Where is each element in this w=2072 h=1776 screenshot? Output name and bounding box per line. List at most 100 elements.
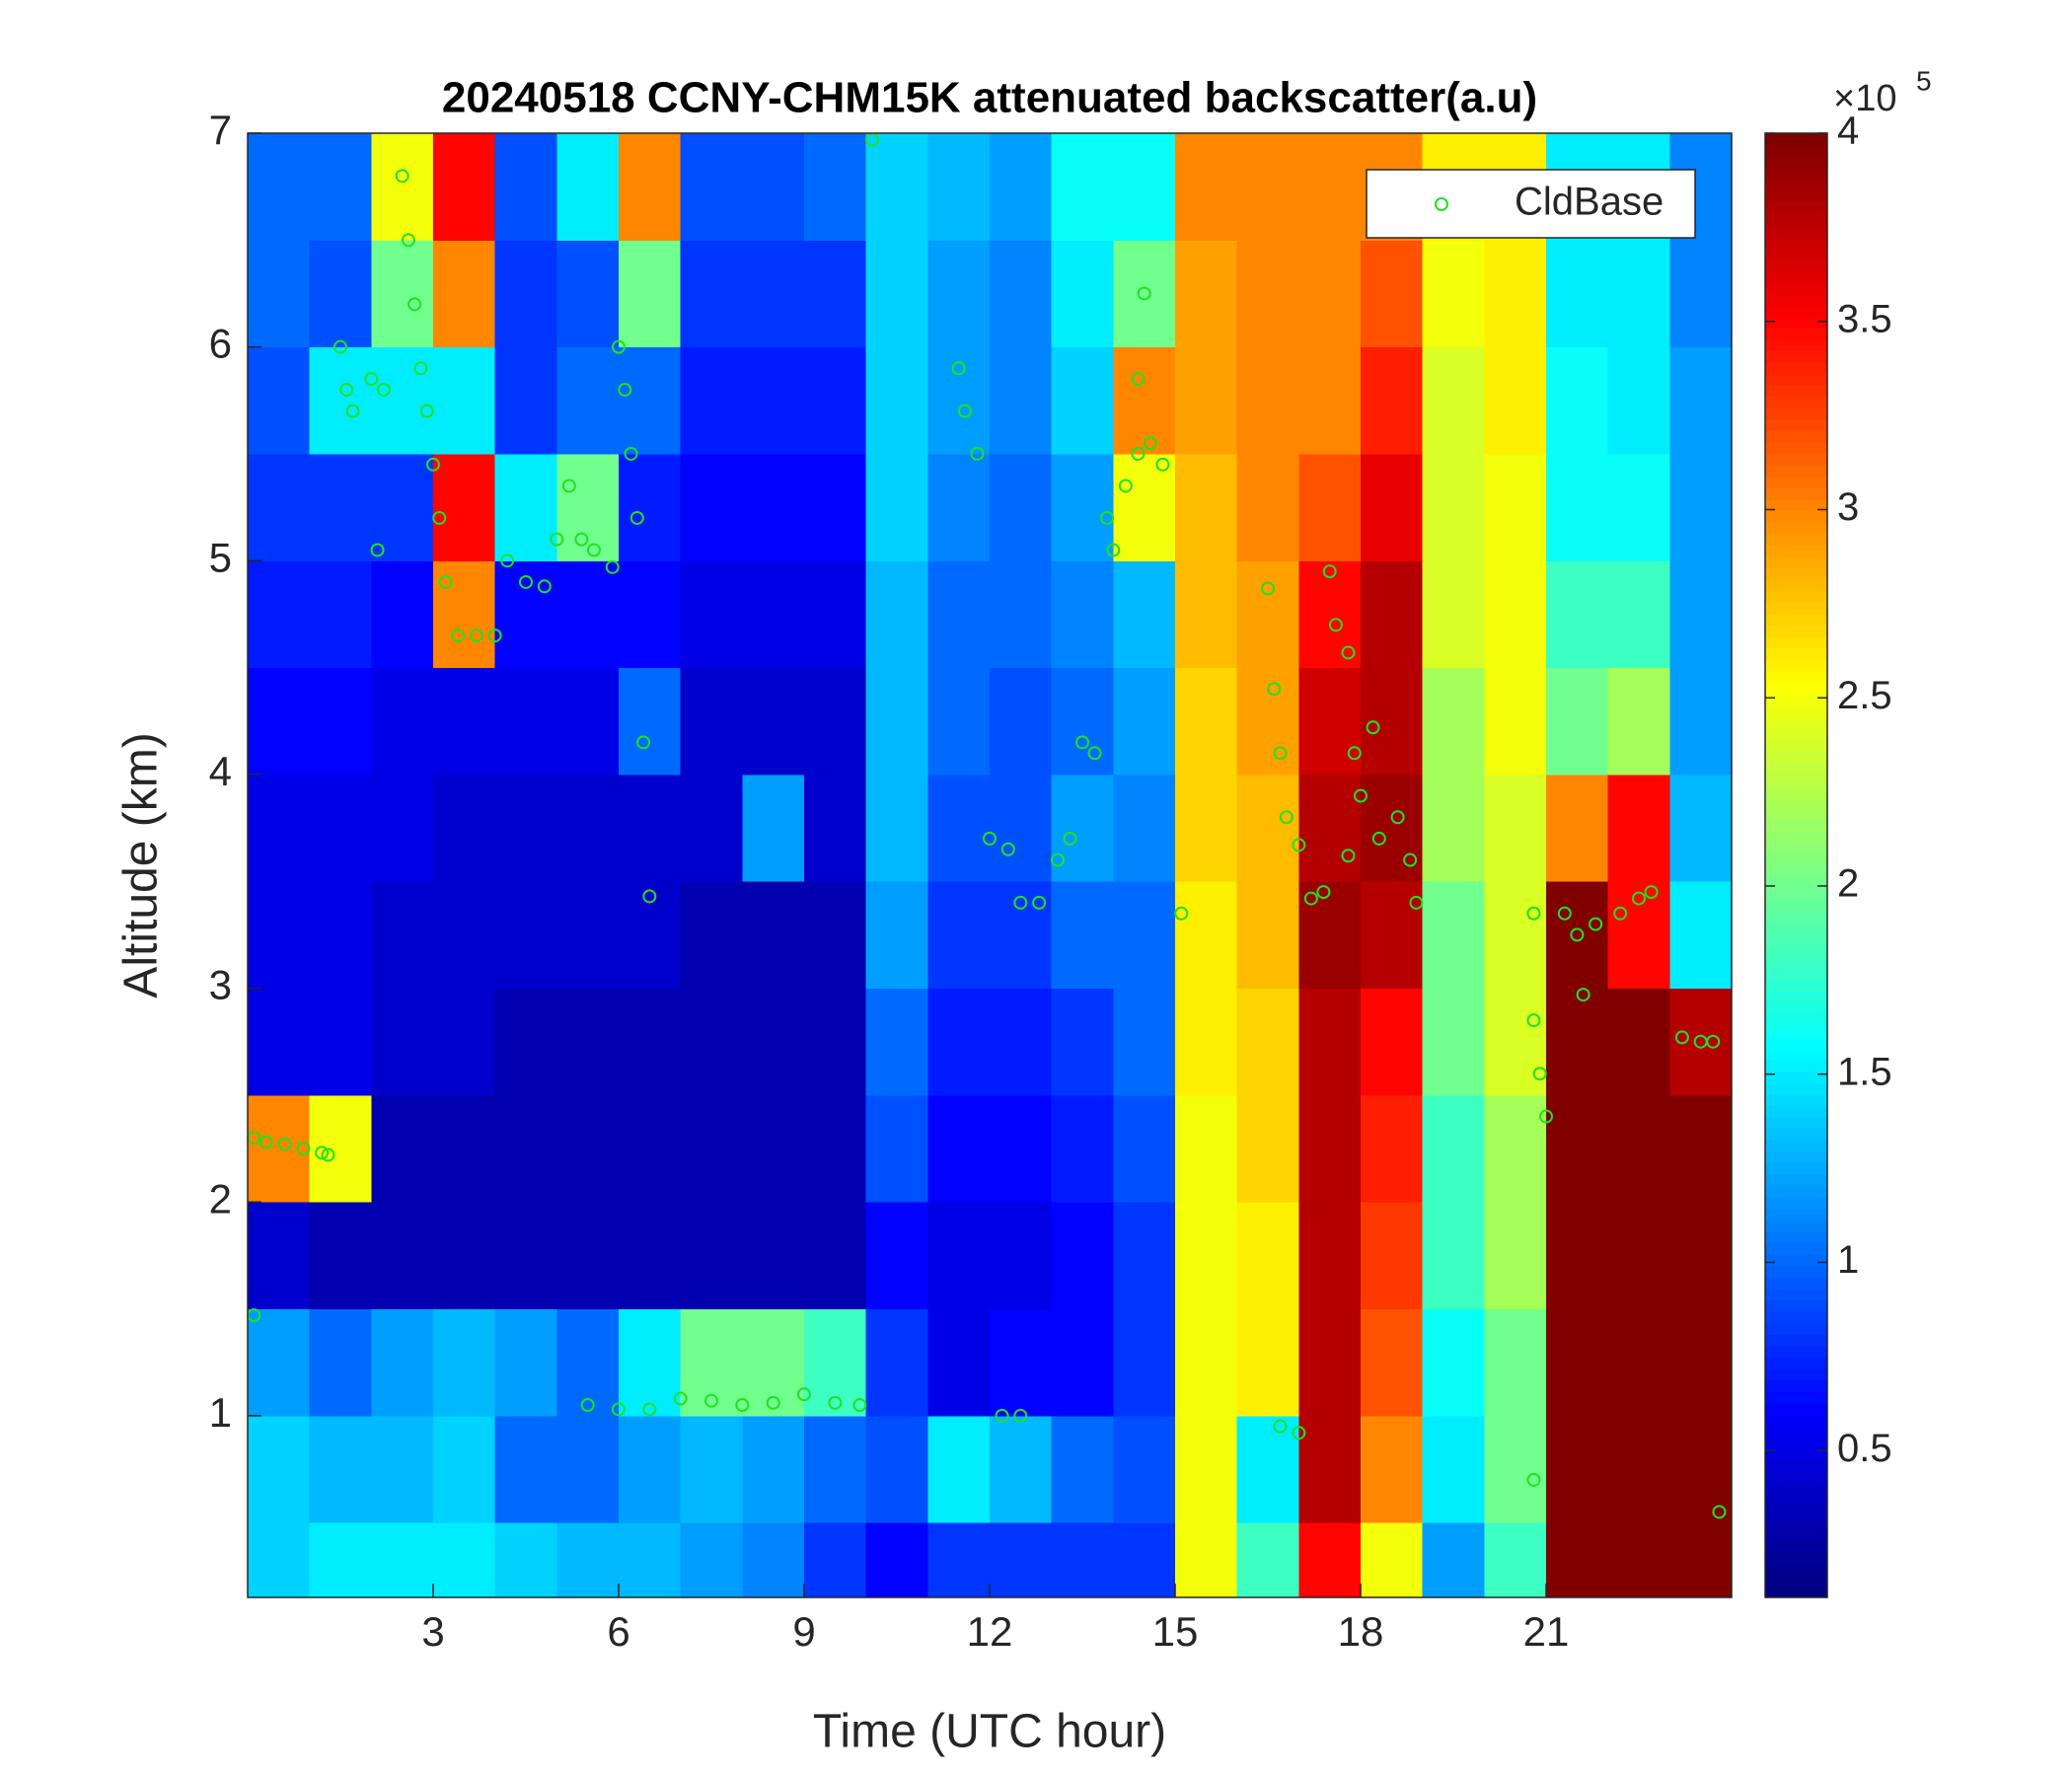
heatmap-cell: [371, 346, 434, 455]
heatmap-cell: [1298, 1522, 1362, 1598]
heatmap-cell: [1669, 988, 1733, 1096]
colorbar-step: [1765, 201, 1827, 214]
heatmap-cell: [1298, 453, 1362, 561]
colorbar-step: [1765, 1197, 1827, 1210]
colorbar-step: [1765, 304, 1827, 317]
heatmap-cell: [1422, 774, 1485, 882]
heatmap-cell: [1607, 560, 1670, 669]
colorbar-step: [1765, 236, 1827, 249]
heatmap-cell: [1669, 881, 1733, 990]
heatmap-cell: [248, 1522, 311, 1598]
cloud-base-point: [407, 297, 422, 312]
heatmap-cell: [494, 881, 557, 990]
heatmap-cell: [619, 1094, 682, 1203]
colorbar-step: [1765, 727, 1827, 740]
colorbar-step: [1765, 189, 1827, 203]
cloud-base-point: [586, 543, 601, 557]
cloud-base-point: [550, 532, 564, 547]
cloud-base-point: [1674, 1030, 1689, 1045]
heatmap-cell: [371, 560, 434, 669]
heatmap-cell: [248, 1202, 311, 1310]
heatmap-cell: [619, 774, 682, 882]
colorbar-step: [1765, 1322, 1827, 1335]
heatmap-cell: [742, 560, 805, 669]
colorbar-step: [1765, 1140, 1827, 1152]
cloud-base-point: [1292, 1426, 1306, 1441]
heatmap-cell: [1175, 346, 1238, 455]
colorbar-tick-label: 1.5: [1837, 1050, 1892, 1093]
heatmap-cell: [1669, 1202, 1733, 1310]
heatmap-cell: [371, 988, 434, 1096]
heatmap-cell: [990, 1415, 1053, 1523]
colorbar-step: [1765, 1277, 1827, 1290]
heatmap-cell: [1607, 881, 1670, 990]
heatmap-cell: [1175, 453, 1238, 561]
heatmap-cell: [309, 774, 372, 882]
heatmap-cell: [742, 133, 805, 241]
heatmap-cell: [742, 667, 805, 776]
heatmap-cell: [990, 240, 1053, 348]
heatmap-cell: [1175, 1522, 1238, 1598]
heatmap-cell: [309, 988, 372, 1096]
colorbar-step: [1765, 1426, 1827, 1439]
colorbar-step: [1765, 1093, 1827, 1106]
colorbar-step: [1765, 1459, 1827, 1472]
x-tick-label: 12: [967, 1608, 1013, 1655]
colorbar-step: [1765, 476, 1827, 488]
cloud-base-point: [1613, 906, 1628, 921]
colorbar-step: [1765, 545, 1827, 557]
colorbar-step: [1765, 1574, 1827, 1587]
heatmap-cell: [927, 240, 991, 348]
colorbar-step: [1765, 1402, 1827, 1415]
cloud-base-point: [1087, 746, 1102, 761]
heatmap-cell: [619, 1308, 682, 1417]
cloud-base-point: [618, 382, 632, 397]
y-tick-label: 7: [209, 107, 232, 153]
heatmap-cell: [1546, 881, 1609, 990]
cloud-base-point: [1403, 852, 1418, 867]
heatmap-cell: [494, 1308, 557, 1417]
heatmap-cell: [433, 453, 496, 561]
heatmap-cell: [1546, 560, 1609, 669]
heatmap-cell: [371, 1202, 434, 1310]
colorbar-step: [1765, 933, 1827, 946]
heatmap-cell: [1546, 1522, 1609, 1598]
colorbar-step: [1765, 1048, 1827, 1061]
heatmap-cell: [1484, 1522, 1547, 1598]
heatmap-cell: [1298, 346, 1362, 455]
cloud-base-point: [259, 1135, 273, 1149]
heatmap-cell: [927, 1094, 991, 1203]
heatmap-cell: [433, 560, 496, 669]
heatmap-cell: [1175, 1202, 1238, 1310]
heatmap-cell: [927, 453, 991, 561]
heatmap-cell: [371, 667, 434, 776]
cloud-base-point: [629, 510, 644, 525]
colorbar-step: [1765, 1288, 1827, 1301]
heatmap-cell: [433, 1522, 496, 1598]
heatmap-cell: [1051, 346, 1114, 455]
heatmap-cell: [248, 881, 311, 990]
heatmap-cell: [927, 774, 991, 882]
heatmap-cell: [556, 133, 620, 241]
colorbar-step: [1765, 956, 1827, 969]
colorbar-step: [1765, 567, 1827, 580]
heatmap-cell: [433, 881, 496, 990]
colorbar-step: [1765, 704, 1827, 717]
heatmap-cell: [619, 453, 682, 561]
heatmap-cell: [742, 1415, 805, 1523]
heatmap-cell: [742, 1522, 805, 1598]
colorbar-step: [1765, 167, 1827, 180]
heatmap-cell: [556, 1415, 620, 1523]
colorbar-tick-label: 0.5: [1837, 1427, 1892, 1470]
cloud-base-point: [1137, 286, 1151, 301]
colorbar-tick-label: 4: [1837, 110, 1859, 153]
heatmap-cell: [1546, 988, 1609, 1096]
heatmap-cell: [1236, 881, 1299, 990]
x-tick-label: 21: [1523, 1608, 1570, 1655]
heatmap-cell: [433, 1308, 496, 1417]
heatmap-cell: [1607, 453, 1670, 561]
heatmap-cell: [990, 453, 1053, 561]
cloud-base-point: [624, 446, 638, 461]
